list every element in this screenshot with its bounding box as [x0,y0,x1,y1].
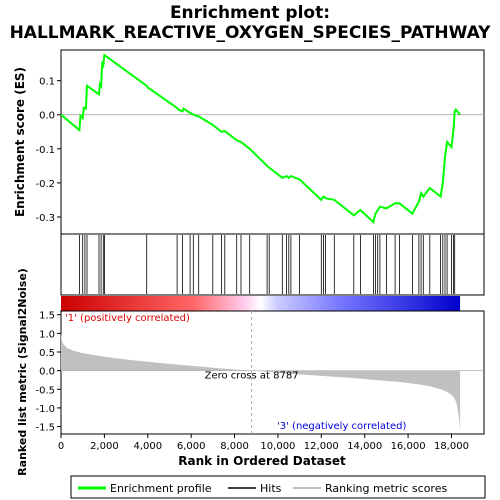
es-ytick-label: 0.0 [39,111,55,122]
es-ytick-label: 0.1 [39,77,55,88]
metric-ytick-label: 0.0 [39,367,55,378]
xtick-label: 2,000 [90,441,119,452]
positive-label: '1' (positively correlated) [65,313,190,324]
ranked-heat-bar [61,296,461,311]
legend-enrichment-label: Enrichment profile [110,482,212,495]
enrichment-profile-line [60,53,461,224]
xtick-label: 16,000 [391,441,426,452]
metric-ytick-label: -1.5 [35,423,55,434]
es-ylabel: Enrichment score (ES) [13,67,27,217]
es-ytick-label: -0.2 [35,179,55,190]
xtick-label: 0 [58,441,64,452]
xtick-label: 4,000 [133,441,162,452]
metric-ytick-label: 0.5 [39,348,55,359]
xtick-label: 18,000 [434,441,469,452]
metric-ytick-label: 1.5 [39,311,55,322]
metric-ytick-label: -0.5 [35,385,55,396]
chart-title-line2: HALLMARK_REACTIVE_OXYGEN_SPECIES_PATHWAY [10,23,492,43]
xtick-label: 6,000 [177,441,206,452]
xtick-label: 8,000 [220,441,249,452]
metric-ytick-label: 1.0 [39,329,55,340]
es-ytick-label: -0.3 [35,213,55,224]
es-panel-frame [60,49,485,235]
negative-label: '3' (negatively correlated) [277,421,406,432]
xtick-label: 10,000 [260,441,295,452]
chart-title-line1: Enrichment plot: [170,3,330,23]
legend-hits-label: Hits [260,482,282,495]
es-ytick-label: -0.1 [35,145,55,156]
xtick-label: 14,000 [347,441,382,452]
metric-ytick-label: -1.0 [35,404,55,415]
hits-panel-frame [60,233,485,296]
legend-metric-label: Ranking metric scores [325,482,447,495]
xlabel: Rank in Ordered Dataset [178,454,346,468]
metric-ylabel: Ranked list metric (Signal2Noise) [16,268,29,476]
xtick-label: 12,000 [304,441,339,452]
legend-box [70,475,486,499]
zero-cross-label: Zero cross at 8787 [205,371,299,382]
